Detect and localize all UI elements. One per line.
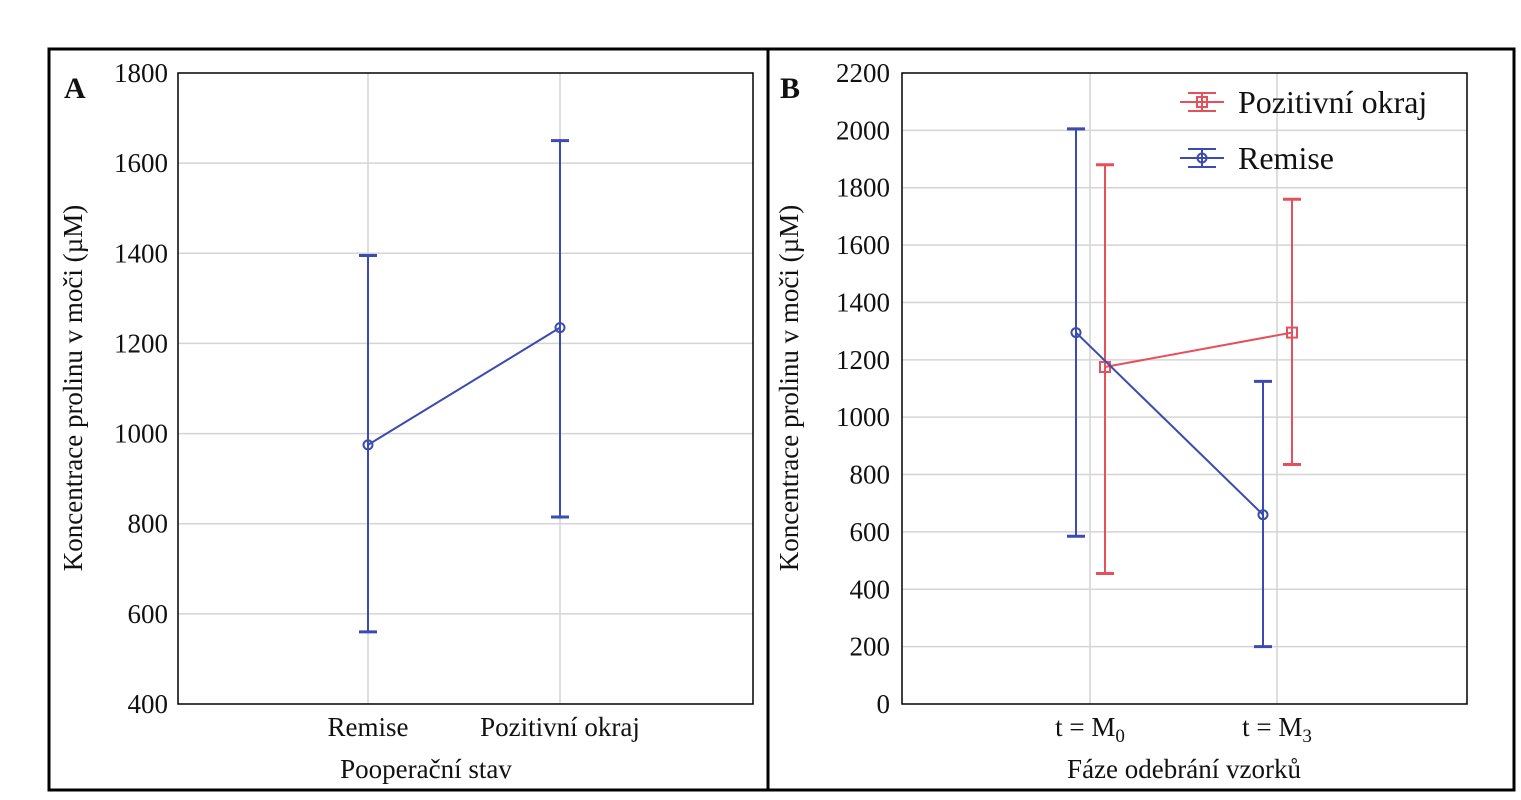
y-tick-label: 1600 <box>836 230 890 260</box>
panel-a-x-axis-title: Pooperační stav <box>340 754 512 784</box>
legend-marker-square <box>1196 96 1208 108</box>
data-point-square <box>1286 326 1298 339</box>
panel-a: 400 600 800 1000 1200 1400 1600 1800 Remise Pozit… <box>58 58 754 784</box>
panel-a-plot-frame <box>177 72 754 705</box>
panel-b-legend: Pozitivní okraj Remise <box>1180 84 1427 176</box>
y-tick-label: 2000 <box>836 115 890 145</box>
panel-b-plot-frame <box>901 72 1468 705</box>
legend-label: Pozitivní okraj <box>1238 84 1427 120</box>
x-tick-label: Remise <box>328 712 409 742</box>
y-tick-label: 400 <box>850 574 891 604</box>
panel-b-x-axis-title: Fáze odebrání vzorků <box>1067 754 1301 784</box>
y-tick-label: 1400 <box>836 287 890 317</box>
panel-b-grid <box>902 73 1467 704</box>
y-tick-label: 0 <box>877 689 891 719</box>
panel-b-label: B <box>780 72 800 105</box>
panel-a-grid <box>178 73 753 704</box>
panel-a-ticks: 400 600 800 1000 1200 1400 1600 1800 Remise Pozit… <box>114 58 640 742</box>
y-tick-label: 600 <box>128 599 169 629</box>
y-tick-label: 800 <box>128 509 169 539</box>
y-tick-label: 400 <box>128 689 169 719</box>
y-tick-label: 1200 <box>114 328 168 358</box>
series-line <box>1075 331 1264 516</box>
data-point-circle <box>1257 509 1269 521</box>
data-point-circle <box>1070 327 1082 339</box>
series-line <box>1104 331 1293 368</box>
y-tick-label: 1000 <box>114 419 168 449</box>
x-tick-label: t = M3 <box>1242 712 1312 747</box>
panel-a-y-axis-title: Koncentrace prolinu v moči (µM) <box>58 205 88 571</box>
legend-label: Remise <box>1238 140 1334 176</box>
figure-frame <box>47 47 1516 792</box>
y-tick-label: 1200 <box>836 345 890 375</box>
series-line <box>367 326 561 446</box>
y-tick-label: 1000 <box>836 402 890 432</box>
legend-marker-circle <box>1196 152 1208 164</box>
panel-a-label: A <box>64 72 86 105</box>
panel-b-y-axis-title: Koncentrace prolinu v moči (µM) <box>774 205 804 571</box>
y-tick-label: 200 <box>850 632 891 662</box>
panel-b-ticks: 0 200 400 600 800 1000 1200 1400 1600 1800 2000 220… <box>836 58 1312 747</box>
y-tick-label: 1600 <box>114 148 168 178</box>
x-tick-label: Pozitivní okraj <box>480 712 640 742</box>
y-tick-label: 1400 <box>114 238 168 268</box>
panel-a-marks <box>359 139 569 634</box>
y-tick-label: 600 <box>850 517 891 547</box>
y-tick-label: 2200 <box>836 58 890 88</box>
y-tick-label: 1800 <box>836 173 890 203</box>
y-tick-label: 800 <box>850 460 891 490</box>
x-tick-label: t = M0 <box>1055 712 1125 747</box>
data-point-circle <box>554 322 566 334</box>
y-tick-label: 1800 <box>114 58 168 88</box>
data-point-circle <box>362 439 374 451</box>
panel-b: 0 200 400 600 800 1000 1200 1400 1600 1800 2000 220… <box>774 58 1468 784</box>
panel-b-marks <box>1067 127 1301 649</box>
